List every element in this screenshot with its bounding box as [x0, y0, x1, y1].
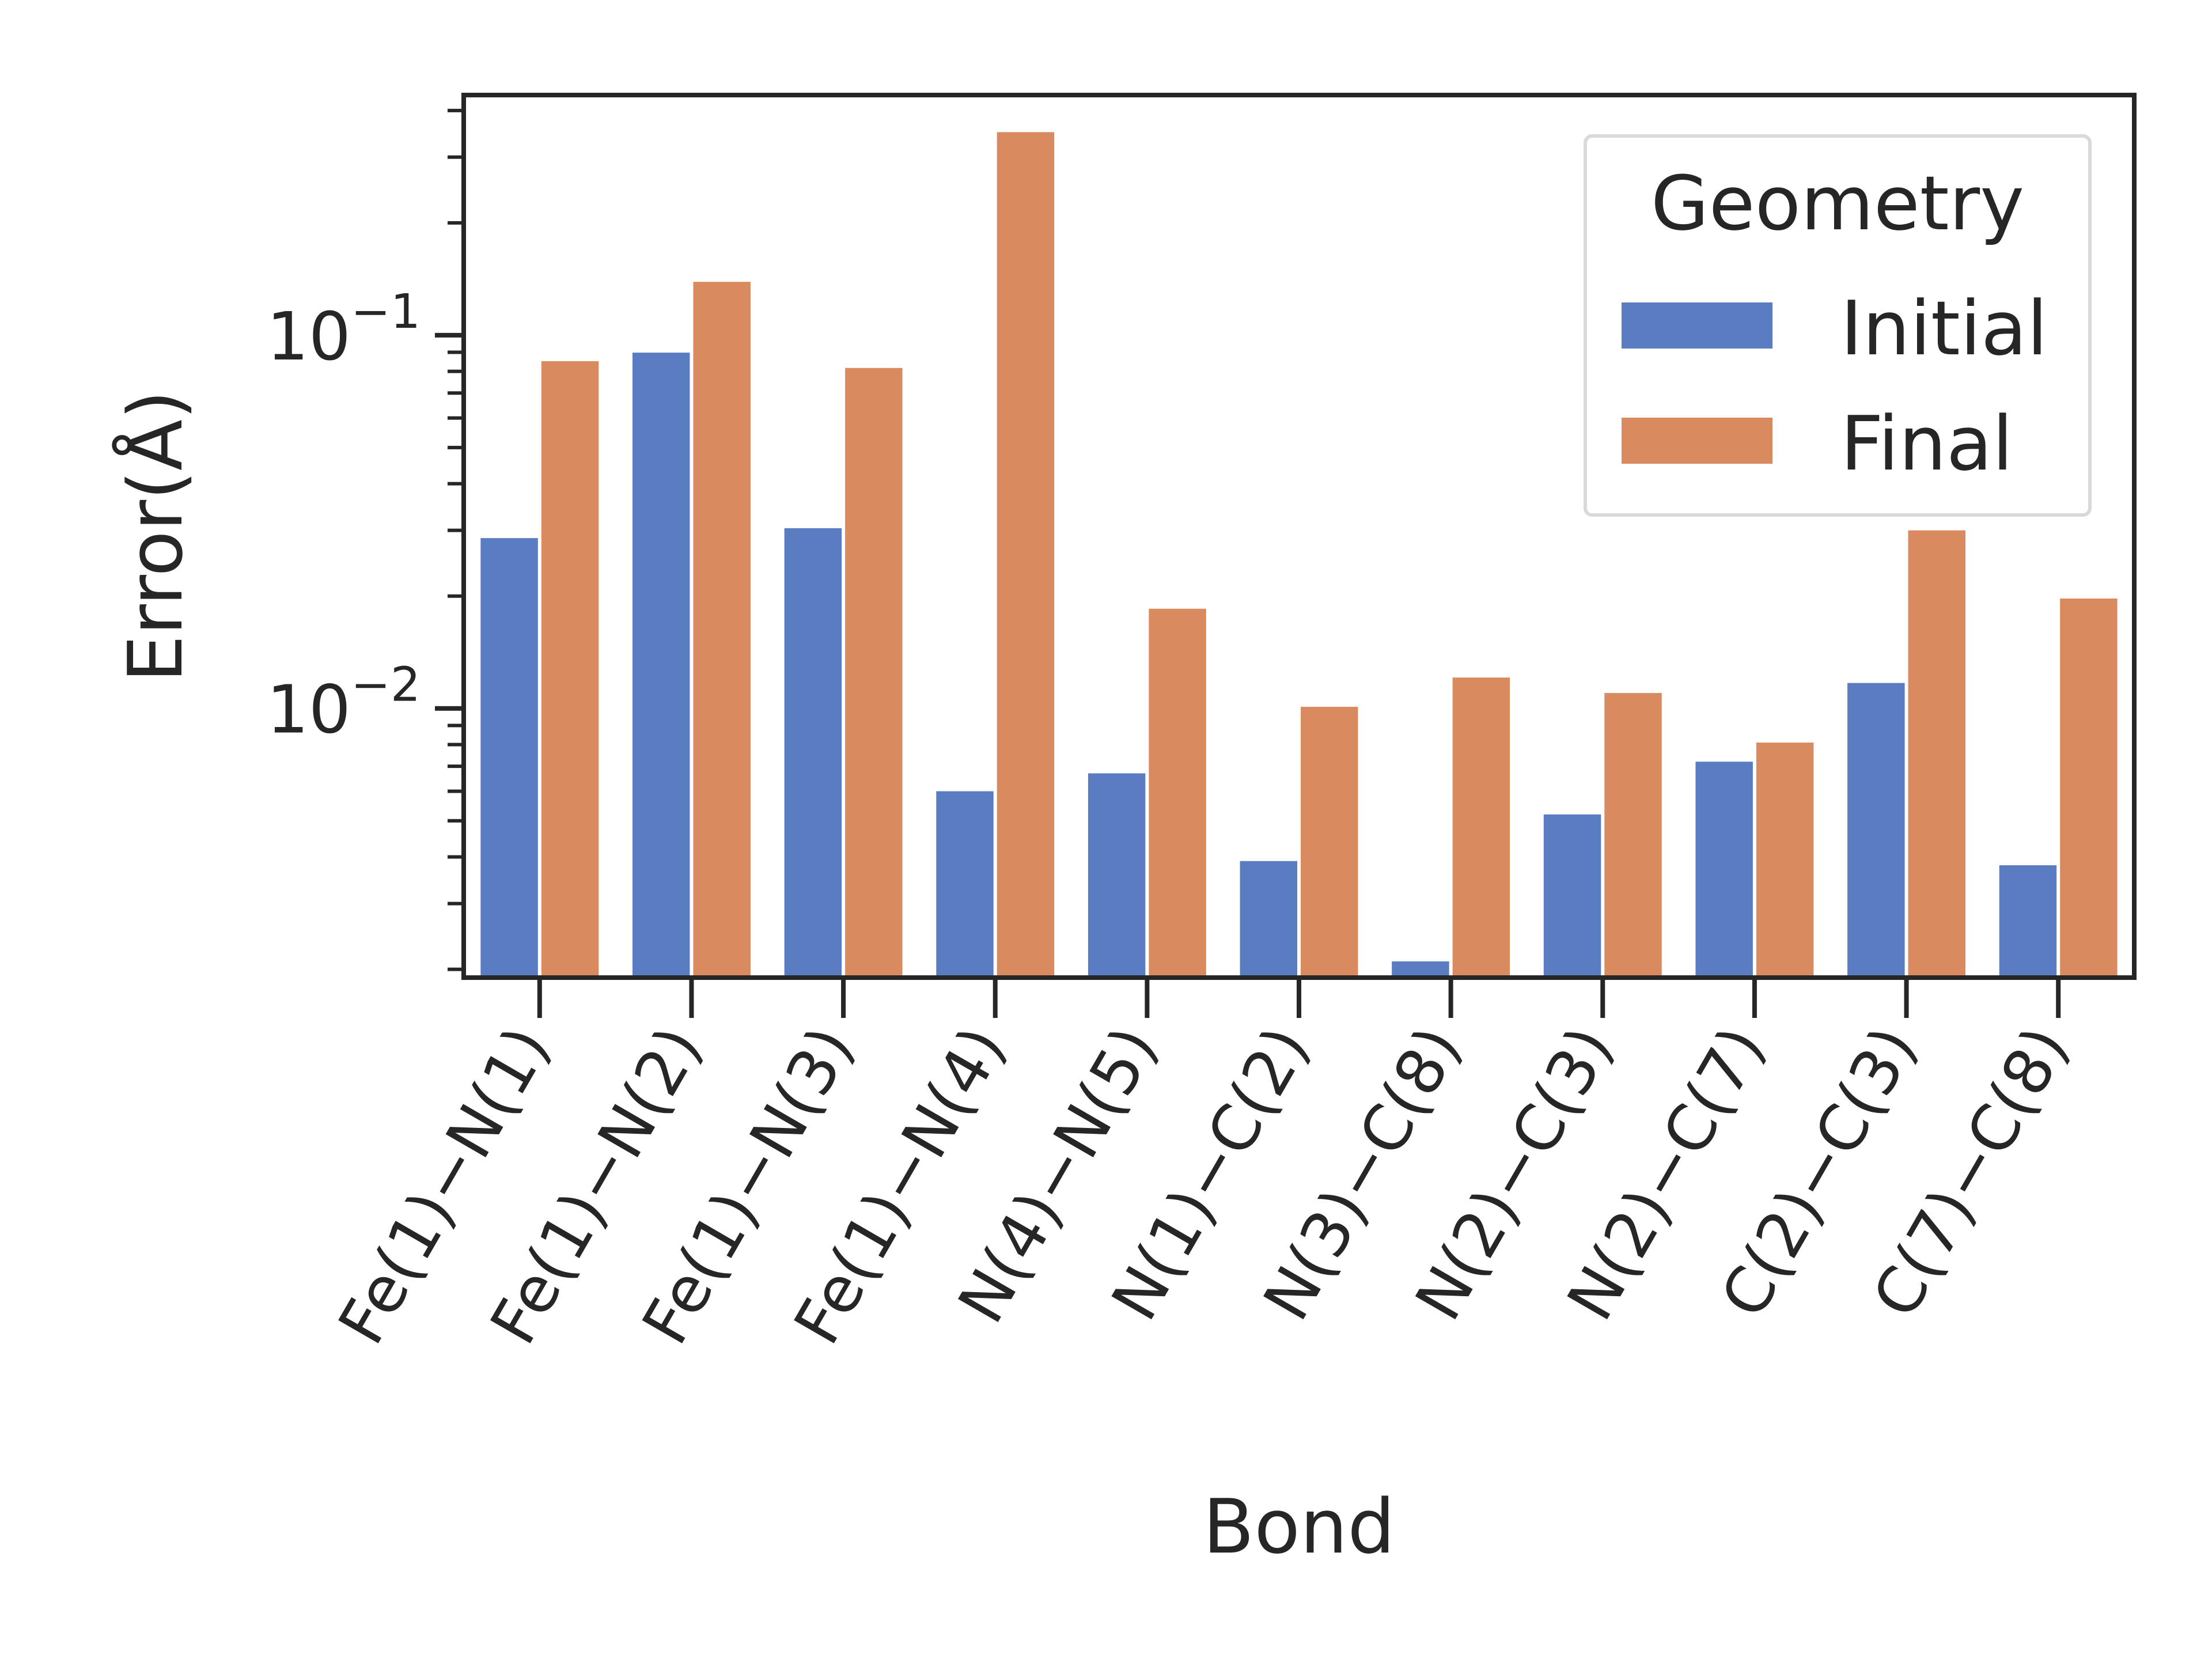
axes-frame: [461, 93, 2137, 980]
y-axis-label: Error(Å): [112, 390, 199, 682]
bar-initial-n-2-c-7: [1695, 762, 1753, 978]
bar-final-c-7-c-8: [2060, 598, 2118, 978]
bar-final-n-2-c-7: [1756, 743, 1814, 978]
bar-final-c-2-c-3: [1908, 530, 1965, 978]
legend-label-initial: Initial: [1840, 285, 2048, 372]
y-tick-label: 10−1: [267, 285, 421, 376]
bar-initial-fe-1-n-4: [936, 791, 994, 978]
legend-title: Geometry: [1651, 160, 2024, 247]
bar-initial-c-2-c-3: [1847, 683, 1905, 978]
bar-final-n-1-c-2: [1301, 706, 1358, 978]
y-tick-label: 10−2: [267, 658, 421, 749]
bar-initial-fe-1-n-3: [784, 528, 842, 978]
bar-final-n-4-n-5: [1149, 608, 1206, 978]
legend-swatch-initial: [1622, 302, 1772, 349]
legend: Geometry Initial Final: [1584, 134, 2092, 517]
bar-final-fe-1-n-2: [693, 282, 751, 978]
bar-initial-fe-1-n-2: [632, 353, 690, 978]
bar-initial-c-7-c-8: [1999, 865, 2057, 978]
bar-initial-n-3-c-8: [1392, 961, 1449, 978]
bar-final-fe-1-n-1: [541, 361, 599, 978]
bar-final-n-2-c-3: [1604, 692, 1662, 978]
legend-swatch-final: [1622, 418, 1772, 464]
x-ticks-group: Fe(1)−N(1)Fe(1)−N(2)Fe(1)−N(3)Fe(1)−N(4)…: [324, 978, 2083, 1356]
bar-initial-n-1-c-2: [1240, 861, 1297, 978]
legend-label-final: Final: [1840, 400, 2013, 487]
x-axis-label: Bond: [1203, 1483, 1395, 1570]
bar-final-fe-1-n-4: [997, 132, 1055, 978]
bar-initial-n-4-n-5: [1088, 773, 1146, 978]
bar-initial-fe-1-n-1: [480, 538, 538, 978]
bar-final-n-3-c-8: [1452, 677, 1510, 978]
bar-final-fe-1-n-3: [845, 368, 903, 978]
bar-initial-n-2-c-3: [1543, 814, 1601, 978]
bars-group: [480, 132, 2118, 978]
y-ticks-group: 10−1 10−2: [267, 108, 464, 971]
